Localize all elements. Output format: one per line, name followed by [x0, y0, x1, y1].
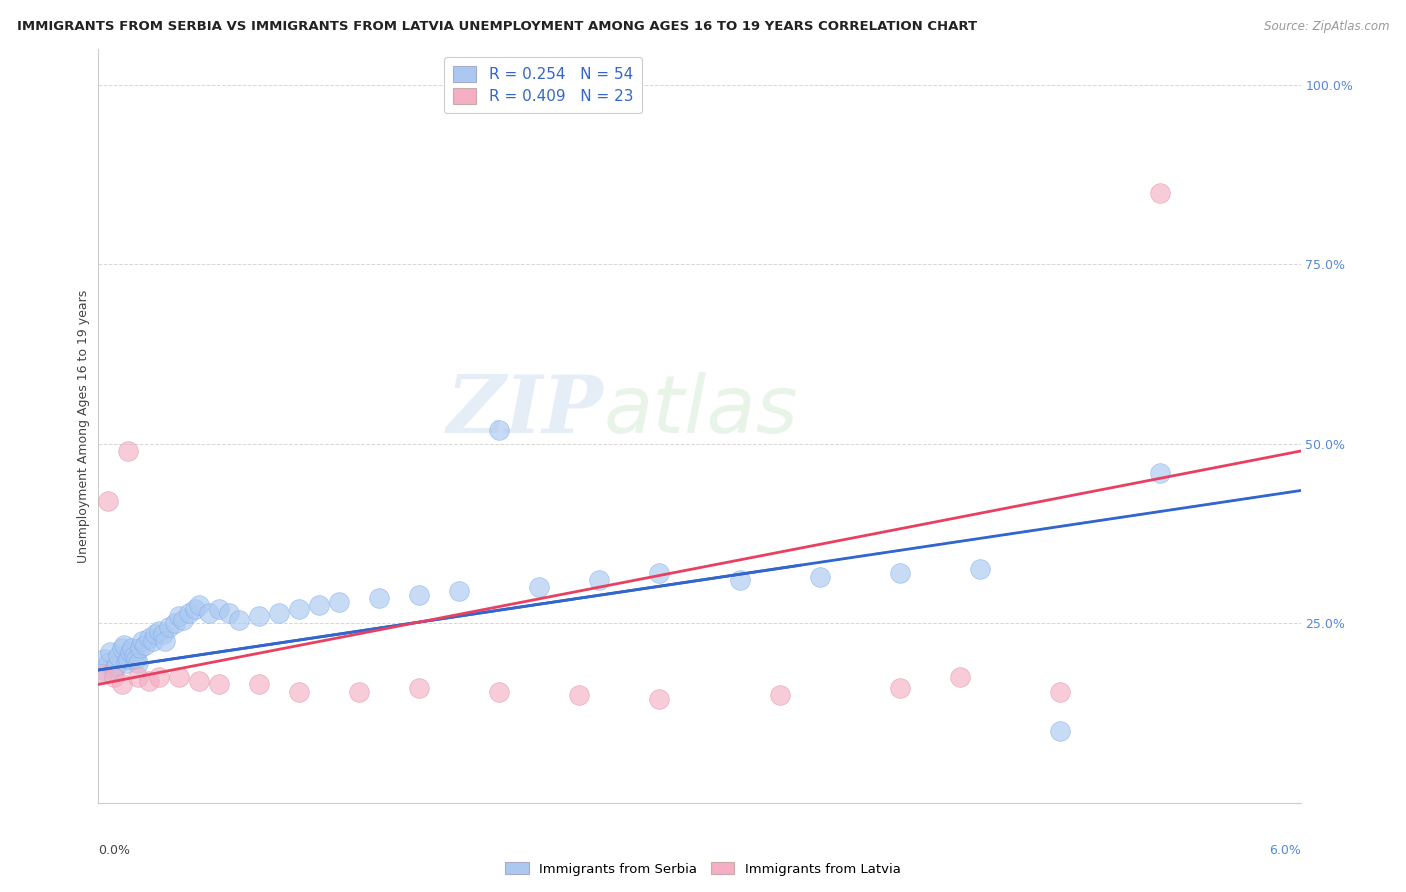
Point: [117, 444, 139, 458]
Point: [368, 591, 391, 606]
Point: [117, 652, 139, 666]
Point: [728, 574, 751, 588]
Point: [488, 684, 510, 698]
Point: [648, 566, 671, 580]
Point: [134, 638, 156, 652]
Point: [1149, 466, 1171, 480]
Point: [187, 599, 209, 613]
Point: [529, 581, 551, 595]
Point: [163, 616, 186, 631]
Point: [172, 613, 194, 627]
Point: [93, 652, 115, 666]
Point: [1049, 684, 1071, 698]
Point: [218, 606, 240, 620]
Point: [247, 609, 270, 624]
Y-axis label: Unemployment Among Ages 16 to 19 years: Unemployment Among Ages 16 to 19 years: [77, 289, 90, 563]
Point: [889, 566, 911, 580]
Text: Source: ZipAtlas.com: Source: ZipAtlas.com: [1264, 20, 1389, 33]
Text: 6.0%: 6.0%: [1268, 844, 1301, 857]
Point: [103, 663, 125, 677]
Point: [152, 627, 174, 641]
Point: [128, 656, 150, 670]
Point: [138, 631, 160, 645]
Point: [247, 677, 270, 691]
Point: [769, 688, 792, 702]
Point: [97, 494, 120, 508]
Point: [114, 638, 136, 652]
Point: [91, 663, 114, 677]
Point: [105, 659, 128, 673]
Point: [167, 609, 190, 624]
Point: [447, 584, 470, 599]
Point: [328, 595, 350, 609]
Text: ZIP: ZIP: [447, 372, 603, 450]
Point: [97, 656, 120, 670]
Point: [347, 684, 370, 698]
Point: [153, 634, 176, 648]
Point: [183, 602, 205, 616]
Point: [141, 634, 163, 648]
Point: [157, 620, 180, 634]
Text: atlas: atlas: [603, 372, 799, 450]
Point: [111, 641, 134, 656]
Point: [131, 634, 153, 648]
Legend: Immigrants from Serbia, Immigrants from Latvia: Immigrants from Serbia, Immigrants from …: [501, 857, 905, 881]
Point: [129, 641, 152, 656]
Point: [1149, 186, 1171, 200]
Point: [125, 652, 148, 666]
Point: [177, 606, 200, 620]
Point: [100, 645, 122, 659]
Point: [107, 648, 129, 663]
Point: [208, 602, 231, 616]
Point: [588, 574, 610, 588]
Legend: R = 0.254   N = 54, R = 0.409   N = 23: R = 0.254 N = 54, R = 0.409 N = 23: [444, 57, 643, 113]
Point: [124, 648, 146, 663]
Point: [969, 562, 991, 576]
Point: [167, 670, 190, 684]
Point: [488, 423, 510, 437]
Point: [648, 691, 671, 706]
Point: [111, 677, 134, 691]
Point: [197, 606, 219, 620]
Point: [148, 670, 170, 684]
Point: [128, 670, 150, 684]
Point: [808, 570, 831, 584]
Point: [228, 613, 250, 627]
Point: [408, 681, 430, 695]
Point: [143, 627, 166, 641]
Point: [103, 670, 125, 684]
Point: [121, 641, 143, 656]
Point: [91, 666, 114, 681]
Point: [120, 645, 142, 659]
Point: [187, 673, 209, 688]
Point: [949, 670, 972, 684]
Point: [288, 684, 311, 698]
Point: [568, 688, 591, 702]
Text: 0.0%: 0.0%: [98, 844, 131, 857]
Point: [408, 588, 430, 602]
Point: [138, 673, 160, 688]
Point: [115, 656, 138, 670]
Point: [889, 681, 911, 695]
Point: [308, 599, 330, 613]
Point: [267, 606, 290, 620]
Point: [148, 624, 170, 638]
Text: IMMIGRANTS FROM SERBIA VS IMMIGRANTS FROM LATVIA UNEMPLOYMENT AMONG AGES 16 TO 1: IMMIGRANTS FROM SERBIA VS IMMIGRANTS FRO…: [17, 20, 977, 33]
Point: [1049, 724, 1071, 739]
Point: [288, 602, 311, 616]
Point: [208, 677, 231, 691]
